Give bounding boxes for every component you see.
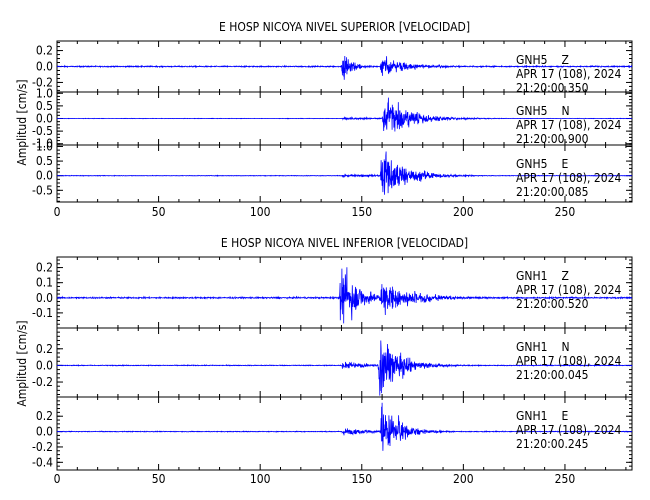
chart-nivel-superior: E HOSP NICOYA NIVEL SUPERIOR [VELOCIDAD]… <box>15 20 633 219</box>
y-tick-label: 0.2 <box>36 342 53 356</box>
chart-title: E HOSP NICOYA NIVEL INFERIOR [VELOCIDAD] <box>221 236 468 250</box>
chart-title: E HOSP NICOYA NIVEL SUPERIOR [VELOCIDAD] <box>219 20 470 34</box>
record-date: APR 17 (108), 2024 <box>516 171 621 185</box>
waveform-trace <box>56 97 633 132</box>
y-tick-label: 0.0 <box>36 358 53 372</box>
y-tick-label: 0.2 <box>36 409 53 423</box>
component-code: E <box>561 157 568 171</box>
record-time: 21:20:00.045 <box>516 368 589 382</box>
station-label: GNH1 Z <box>516 269 569 283</box>
panel-frame <box>56 144 633 203</box>
y-tick-label: -0.1 <box>32 306 53 320</box>
station-code: GNH5 <box>516 157 547 171</box>
x-tick-label: 250 <box>555 472 576 486</box>
record-time: 21:20:00.085 <box>516 185 589 199</box>
waveform-trace <box>56 340 633 396</box>
component-code: E <box>561 409 568 423</box>
y-tick-label: -0.4 <box>32 455 53 469</box>
station-label: GNH5 E <box>516 157 568 171</box>
waveform-trace <box>56 267 633 324</box>
y-tick-label: 0.0 <box>36 291 53 305</box>
y-tick-label: 0.5 <box>36 99 53 113</box>
record-time: 21:20:00.245 <box>516 437 589 451</box>
y-tick-label: 0.1 <box>36 276 53 290</box>
y-tick-label: -0.5 <box>32 124 53 138</box>
station-label: GNH1 N <box>516 340 570 354</box>
chart-nivel-inferior: E HOSP NICOYA NIVEL INFERIOR [VELOCIDAD]… <box>15 236 633 486</box>
record-time: 21:20:00.900 <box>516 132 589 146</box>
station-code: GNH5 <box>516 53 547 67</box>
x-tick-label: 100 <box>250 472 271 486</box>
station-code: GNH1 <box>516 340 547 354</box>
record-date: APR 17 (108), 2024 <box>516 67 621 81</box>
component-code: N <box>561 104 569 118</box>
y-tick-label: -0.5 <box>32 183 53 197</box>
y-tick-label: -0.2 <box>32 75 53 89</box>
y-tick-label: 0.0 <box>36 60 53 74</box>
record-date: APR 17 (108), 2024 <box>516 118 621 132</box>
waveform-trace <box>56 55 633 80</box>
waveform-trace <box>57 151 633 195</box>
x-tick-label: 0 <box>54 205 61 219</box>
y-tick-label: 0.5 <box>36 154 53 168</box>
panel-frame <box>56 396 633 471</box>
y-tick-label: 0.0 <box>36 112 53 126</box>
record-date: APR 17 (108), 2024 <box>516 283 621 297</box>
station-code: GNH1 <box>516 269 547 283</box>
x-tick-label: 100 <box>250 205 271 219</box>
y-tick-label: 0.2 <box>36 261 53 275</box>
x-tick-label: 50 <box>152 472 166 486</box>
component-code: Z <box>561 269 568 283</box>
record-date: APR 17 (108), 2024 <box>516 423 621 437</box>
waveform-trace <box>56 402 633 451</box>
y-tick-label: 1.0 <box>36 86 53 100</box>
x-tick-label: 150 <box>351 205 372 219</box>
x-tick-label: 200 <box>453 472 474 486</box>
x-tick-label: 50 <box>152 205 166 219</box>
y-tick-label: -1.0 <box>32 137 53 151</box>
x-tick-label: 150 <box>351 472 372 486</box>
y-tick-label: -0.2 <box>32 440 53 454</box>
station-code: GNH5 <box>516 104 547 118</box>
x-tick-label: 0 <box>54 472 61 486</box>
component-code: N <box>561 340 569 354</box>
y-axis-label: Amplitud [cm/s] <box>15 79 29 165</box>
record-time: 21:20:00.520 <box>516 297 589 311</box>
x-tick-label: 200 <box>453 205 474 219</box>
record-time: 21:20:00.350 <box>516 81 589 95</box>
y-tick-label: 1.0 <box>36 139 53 153</box>
y-tick-label: -0.2 <box>32 375 53 389</box>
y-axis-label: Amplitud [cm/s] <box>15 320 29 406</box>
station-label: GNH1 E <box>516 409 568 423</box>
station-code: GNH1 <box>516 409 547 423</box>
y-tick-label: 0.0 <box>36 169 53 183</box>
station-label: GNH5 N <box>516 104 570 118</box>
station-label: GNH5 Z <box>516 53 569 67</box>
x-tick-label: 250 <box>555 205 576 219</box>
y-tick-label: 0.2 <box>36 44 53 58</box>
component-code: Z <box>561 53 568 67</box>
y-tick-label: 0.0 <box>36 425 53 439</box>
record-date: APR 17 (108), 2024 <box>516 354 621 368</box>
